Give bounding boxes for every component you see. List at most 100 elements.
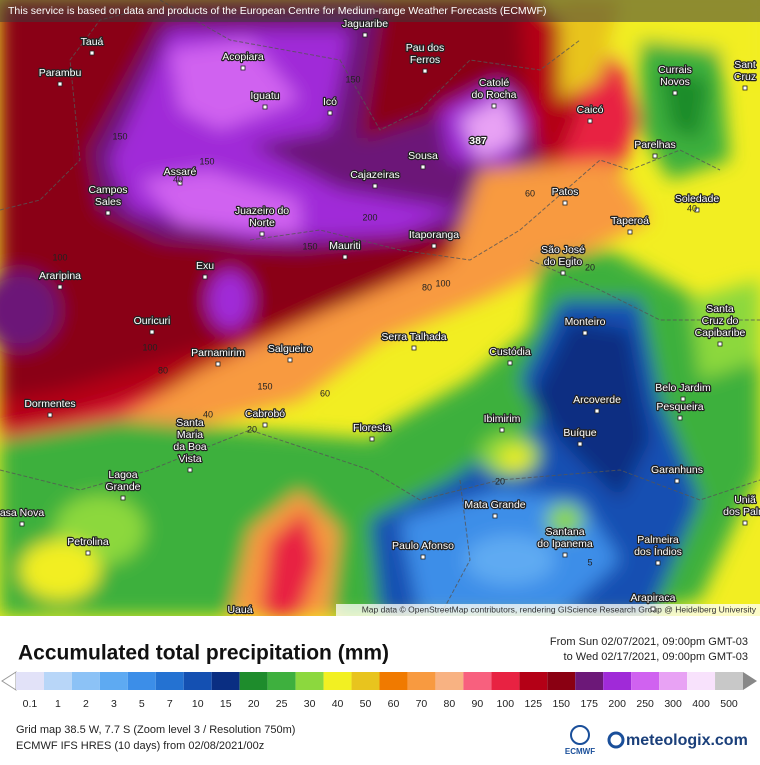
period-from: From Sun 02/07/2021, 09:00pm GMT-03 xyxy=(550,636,748,648)
city-label: Cajazeiras xyxy=(350,169,400,181)
city-marker xyxy=(652,153,658,159)
city-label: Acopiara xyxy=(222,51,264,63)
city-label: do Egito xyxy=(544,256,583,268)
city-label: dos Índios xyxy=(634,545,682,558)
city-label: Pau dos xyxy=(406,42,445,54)
city-label: Ferros xyxy=(410,54,440,66)
city-label: Mata Grande xyxy=(464,499,525,511)
city-marker xyxy=(627,229,633,235)
legend-label: 100 xyxy=(497,698,515,710)
legend-label: 400 xyxy=(692,698,710,710)
legend-swatch xyxy=(323,672,352,690)
legend-swatch xyxy=(407,672,436,690)
notice-bar xyxy=(0,0,760,22)
legend-swatch xyxy=(71,672,100,690)
city-marker xyxy=(362,32,368,38)
city-marker xyxy=(499,427,505,433)
city-label: Buíque xyxy=(563,427,596,439)
city-marker xyxy=(262,422,268,428)
city-label: Sales xyxy=(95,196,121,208)
model-info: ECMWF IFS HRES (10 days) from 02/08/2021… xyxy=(16,740,264,752)
city-marker xyxy=(672,90,678,96)
legend-label: 250 xyxy=(636,698,654,710)
grid-info: Grid map 38.5 W, 7.7 S (Zoom level 3 / R… xyxy=(16,724,295,736)
contour-label: 150 xyxy=(345,74,360,84)
contour-label: 150 xyxy=(112,131,127,141)
legend-swatch xyxy=(239,672,268,690)
legend-swatch xyxy=(43,672,72,690)
legend-arrow-left xyxy=(1,671,17,691)
city-marker xyxy=(259,231,265,237)
city-label: Novos xyxy=(660,76,690,88)
city-label: Iguatu xyxy=(250,90,279,102)
city-marker xyxy=(120,495,126,501)
city-label: Ibimirim xyxy=(484,413,521,425)
city-label: Serra Talhada xyxy=(381,331,446,343)
legend-swatch xyxy=(547,672,576,690)
legend-label: 200 xyxy=(608,698,626,710)
city-label: Salgueiro xyxy=(268,343,313,355)
city-label: Norte xyxy=(249,217,275,229)
legend-label: 5 xyxy=(139,698,145,710)
city-marker xyxy=(202,274,208,280)
legend-swatch xyxy=(379,672,408,690)
city-marker xyxy=(674,478,680,484)
city-label: Parnamirim xyxy=(191,347,245,359)
city-marker xyxy=(85,550,91,556)
city-marker xyxy=(577,441,583,447)
contour-label: 80 xyxy=(158,365,168,375)
city-marker xyxy=(187,467,193,473)
city-marker xyxy=(655,560,661,566)
legend-label: 150 xyxy=(552,698,570,710)
brand: meteologix.com xyxy=(626,732,748,749)
city-label: Assaré xyxy=(164,166,197,178)
city-marker xyxy=(411,345,417,351)
city-label: Palmeira xyxy=(637,534,679,546)
city-label: Patos xyxy=(552,186,579,198)
legend-swatch xyxy=(715,672,743,690)
city-label: São José xyxy=(541,244,585,256)
legend-label: 10 xyxy=(192,698,204,710)
city-marker xyxy=(287,357,293,363)
city-marker xyxy=(47,412,53,418)
city-marker xyxy=(742,85,748,91)
city-label: Juazeiro do xyxy=(235,205,289,217)
contour-label: 150 xyxy=(257,381,272,391)
legend-swatch xyxy=(603,672,632,690)
legend-label: 50 xyxy=(360,698,372,710)
city-label: Itaporanga xyxy=(409,229,459,241)
notice: This service is based on data and produc… xyxy=(8,5,546,17)
city-marker xyxy=(582,330,588,336)
city-marker xyxy=(57,284,63,290)
city-label: da Boa xyxy=(173,441,206,453)
city-label: do Rocha xyxy=(472,89,517,101)
precip-map: This service is based on data and produc… xyxy=(0,0,760,616)
city-marker xyxy=(369,436,375,442)
legend-label: 90 xyxy=(472,698,484,710)
contour-label: 60 xyxy=(525,188,535,198)
city-label: Caicó xyxy=(577,104,604,116)
city-marker xyxy=(215,361,221,367)
city-label: Cabrobó xyxy=(245,408,285,420)
legend-label: 40 xyxy=(332,698,344,710)
city-label: Araripina xyxy=(39,270,81,282)
legend-label: 60 xyxy=(388,698,400,710)
legend-label: 500 xyxy=(720,698,738,710)
legend-label: 2 xyxy=(83,698,89,710)
legend-label: 25 xyxy=(276,698,288,710)
legend-swatch xyxy=(295,672,324,690)
city-label: Capibaribe xyxy=(695,327,746,339)
city-label: Tauá xyxy=(81,36,104,48)
city-label: Jaguaribe xyxy=(342,18,388,30)
legend-label: 3 xyxy=(111,698,117,710)
legend-swatch xyxy=(211,672,240,690)
city-label: Sant xyxy=(734,59,756,71)
city-label: Taperoá xyxy=(611,215,649,227)
city-marker xyxy=(587,118,593,124)
legend-arrow-right xyxy=(743,672,757,690)
city-marker xyxy=(491,103,497,109)
city-marker xyxy=(149,329,155,335)
city-label: Maria xyxy=(177,429,203,441)
city-marker xyxy=(420,164,426,170)
city-marker xyxy=(342,254,348,260)
